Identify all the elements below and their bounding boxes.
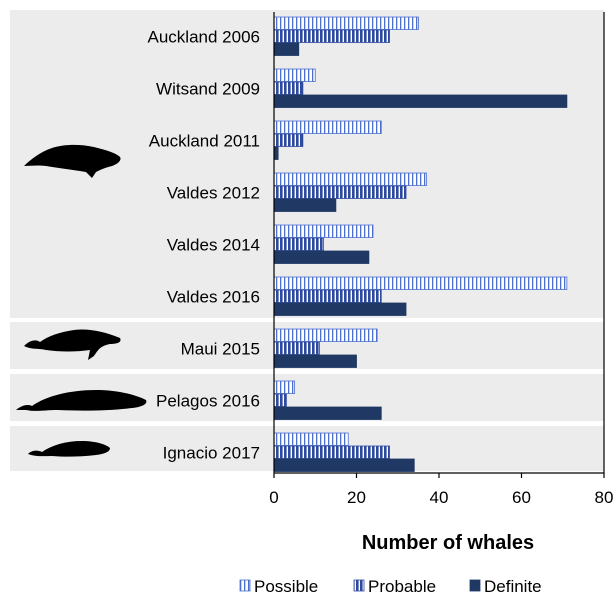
bar-definite (273, 146, 279, 160)
species-icons (16, 144, 147, 457)
bar-probable (273, 341, 320, 355)
bar-possible (273, 276, 568, 290)
humpback-whale-icon (24, 329, 121, 360)
bar-possible (273, 380, 296, 394)
category-label: Maui 2015 (181, 340, 260, 359)
blue-whale-icon (16, 390, 147, 411)
x-tick-label: 40 (430, 488, 449, 507)
bar-probable (273, 289, 382, 303)
bar-possible (273, 120, 382, 134)
bar-possible (273, 224, 374, 238)
category-label: Ignacio 2017 (163, 444, 260, 463)
axes: 0 20 40 60 80 (269, 12, 613, 507)
bar-definite (273, 94, 568, 108)
category-label: Valdes 2012 (167, 184, 260, 203)
legend-label-probable: Probable (368, 577, 436, 596)
bar-probable (273, 393, 287, 407)
right-whale-icon (24, 144, 121, 178)
bars (273, 16, 568, 472)
bar-probable (273, 237, 324, 251)
legend-label-possible: Possible (254, 577, 318, 596)
bar-possible (273, 432, 349, 446)
bar-probable (273, 81, 304, 95)
legend-label-definite: Definite (484, 577, 542, 596)
category-label: Valdes 2016 (167, 288, 260, 307)
category-label: Pelagos 2016 (156, 392, 260, 411)
bar-definite (273, 406, 382, 420)
x-tick-label: 80 (595, 488, 614, 507)
legend-swatch-definite (469, 579, 481, 592)
bar-definite (273, 42, 300, 56)
x-ticks: 0 20 40 60 80 (269, 473, 613, 507)
category-label: Auckland 2006 (148, 28, 260, 47)
bar-probable (273, 133, 304, 147)
x-tick-label: 0 (269, 488, 278, 507)
bar-possible (273, 172, 428, 186)
bar-probable (273, 185, 407, 199)
category-labels: Auckland 2006 Witsand 2009 Auckland 2011 Va… (148, 28, 260, 463)
category-label: Valdes 2014 (167, 236, 260, 255)
bar-definite (273, 198, 337, 212)
bar-definite (273, 458, 415, 472)
bar-possible (273, 68, 316, 82)
bar-probable (273, 29, 390, 43)
bar-possible (273, 16, 419, 30)
gray-whale-icon (28, 441, 110, 457)
bar-probable (273, 445, 390, 459)
category-label: Auckland 2011 (149, 132, 260, 151)
x-tick-label: 60 (512, 488, 531, 507)
bar-possible (273, 328, 378, 342)
category-label: Witsand 2009 (156, 80, 260, 99)
bar-definite (273, 354, 357, 368)
bar-definite (273, 302, 407, 316)
x-axis-title: Number of whales (362, 532, 534, 554)
bar-definite (273, 250, 370, 264)
x-tick-label: 20 (347, 488, 366, 507)
legend-swatch-possible (239, 579, 251, 592)
legend-swatch-probable (353, 579, 365, 592)
legend: Possible Probable Definite (239, 577, 542, 596)
